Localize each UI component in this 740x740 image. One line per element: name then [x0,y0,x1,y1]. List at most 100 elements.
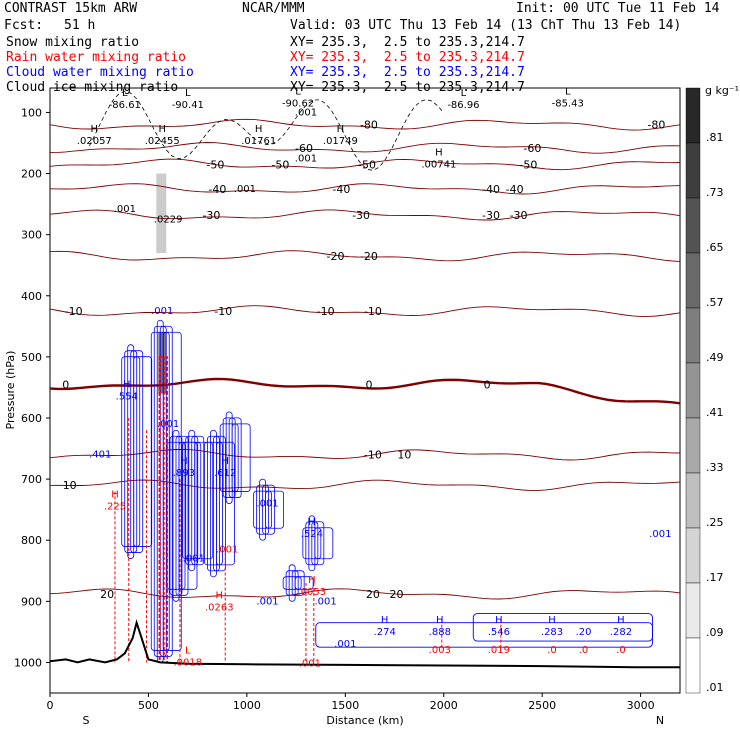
legend-xy-rain: XY= 235.3, 2.5 to 235.3,214.7 [290,50,525,65]
extremum-value: .001 [256,596,278,607]
cloud-water-contour [210,429,217,578]
contour-label: -10 [364,305,382,318]
extremum-value: .001 [314,596,336,607]
legend-xy-snow: XY= 235.3, 2.5 to 235.3,214.7 [290,35,525,50]
extremum-marker: H [91,124,99,135]
extremum-marker: H [180,456,188,467]
x-tick-label: 2000 [430,699,458,712]
contour-label: 10 [397,449,411,462]
forecast-hours: 51 h [64,18,96,33]
x-tick-label: 1500 [331,699,359,712]
extremum-value: -86.96 [447,100,479,111]
extremum-value: .554 [116,392,138,403]
colorbar-swatch [685,417,701,474]
y-axis-label: Pressure (hPa) [4,351,17,430]
cloud-water-contour [262,484,276,535]
extremum-value: .02455 [145,136,180,147]
forecast-label: Fcst: [4,18,44,33]
contour-label: -10 [214,305,232,318]
colorbar-label: .81 [706,131,724,144]
colorbar-label: .65 [706,241,724,254]
cloud-water-contour [124,350,138,553]
cloud-water-contour [288,564,296,602]
extremum-value: -85.43 [552,98,584,109]
terrain-line [49,619,680,669]
colorbar-swatch [685,252,701,309]
extremum-value: .612 [214,468,236,479]
extremum-marker: L [185,645,191,656]
cloud-water-contour [285,570,299,596]
y-tick-label: 300 [21,229,42,242]
cloud-water-contour [188,429,196,572]
extremum-marker: H [436,615,444,626]
cloud-water-contour [191,435,205,566]
cloud-water-contour [169,435,183,596]
contour-label: 0 [365,378,372,391]
y-tick-label: 100 [21,106,42,119]
x-end-label-left: S [83,714,90,727]
extremum-value: .001 [114,204,136,215]
cloud-water-contour [172,429,180,602]
contour-label: -30 [202,209,220,222]
x-tick-label: 2500 [528,699,556,712]
extremum-marker: H [158,124,166,135]
contour-label: -10 [364,449,382,462]
extremum-marker: H [221,456,229,467]
y-tick-label: 400 [21,290,42,303]
colorbar-unit: g kg⁻¹ [705,84,739,97]
extremum-value: .001 [334,639,356,650]
cloud-water-contour [159,325,173,657]
x-axis-label: Distance (km) [326,714,403,727]
y-tick-label: 1000 [14,656,42,669]
cloud-water-contour [175,435,189,596]
extremum-value: .001 [216,544,238,555]
contour-label: -20 [360,250,378,263]
extremum-value: .546 [488,627,510,638]
contour-label: -10 [317,305,335,318]
colorbar-swatch [685,472,701,529]
colorbar-swatch [685,87,701,144]
contour-label: -60 [295,142,313,155]
contour-label: -50 [206,158,224,171]
colorbar-swatch [685,527,701,584]
extremum-value: .524 [301,529,323,540]
temperature-contour [49,250,681,262]
x-tick-label: 3000 [627,699,655,712]
extremum-value: .001 [649,529,671,540]
temperature-contour [49,588,681,600]
extremum-value: .401 [89,450,111,461]
contour-label: -50 [271,158,289,171]
cloud-water-contour [121,356,141,547]
cloud-water-contour [256,484,270,535]
x-tick-label: 500 [138,699,159,712]
extremum-marker: L [565,86,571,97]
cloud-water-contour [291,570,305,596]
contour-label: 20 [100,588,114,601]
temperature-contour [49,448,681,461]
contour-label: -50 [358,158,376,171]
extremum-value: .01761 [241,136,276,147]
cloud-water-contour [213,435,226,572]
extremum-value: .001 [183,554,205,565]
cloud-water-contour [472,613,653,642]
extremum-value: .20 [576,627,592,638]
contour-label: -40 [208,183,226,196]
contour-label: 20 [366,588,380,601]
extremum-value: .0229 [154,214,183,225]
colorbar-swatch [685,637,701,694]
extremum-marker: H [308,575,316,586]
extremum-value: .0 [579,645,589,656]
extremum-marker: H [548,615,556,626]
extremum-marker: H [381,615,389,626]
extremum-value: .003 [429,645,451,656]
cloud-water-contour [253,490,273,529]
temperature-contour [49,209,681,221]
cloud-water-contour [259,478,267,541]
legend-xy-cloud-water: XY= 235.3, 2.5 to 235.3,214.7 [290,65,525,80]
y-tick-label: 600 [21,412,42,425]
contour-label: -10 [65,305,83,318]
ice-shading [156,173,167,253]
temperature-contour [49,118,681,131]
cloud-water-contour [311,521,325,566]
